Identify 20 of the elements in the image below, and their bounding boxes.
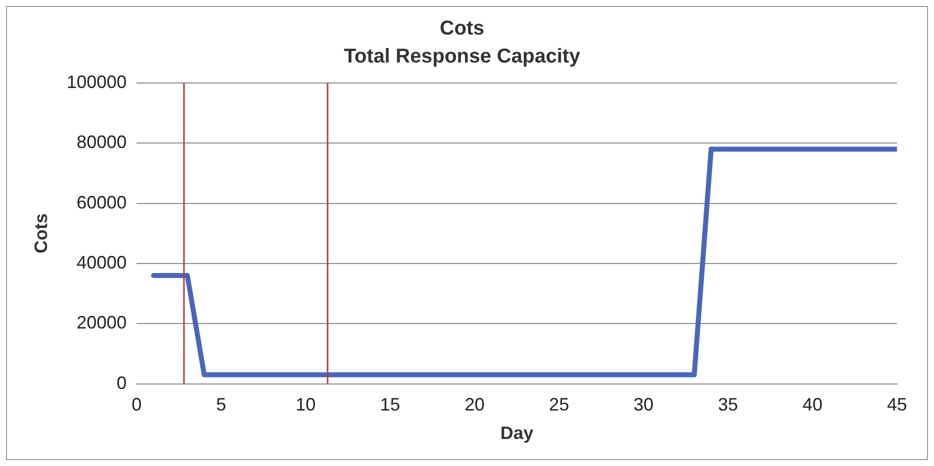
- chart-title: Cots: [440, 18, 484, 40]
- x-tick-label: 15: [380, 394, 400, 415]
- x-axis-title: Day: [500, 423, 534, 444]
- x-tick-label: 45: [886, 394, 908, 415]
- y-tick-label: 20000: [76, 312, 127, 333]
- y-tick-label: 0: [116, 372, 127, 393]
- x-tick-label: 10: [296, 394, 316, 415]
- x-tick-label: 25: [549, 394, 570, 415]
- x-tick-label: 40: [802, 394, 823, 415]
- x-tick-label: 5: [216, 394, 226, 415]
- x-tick-label: 20: [464, 394, 485, 415]
- y-tick-label: 60000: [76, 192, 127, 212]
- y-tick-label: 40000: [76, 252, 127, 272]
- y-axis-title: Cots: [30, 213, 51, 254]
- y-tick-label: 100000: [66, 72, 127, 92]
- y-tick-label: 80000: [76, 132, 127, 152]
- chart-subtitle: Total Response Capacity: [344, 46, 582, 68]
- x-tick-label: 30: [634, 394, 654, 415]
- x-tick-label: 35: [718, 394, 738, 415]
- x-tick-label: 0: [132, 394, 142, 415]
